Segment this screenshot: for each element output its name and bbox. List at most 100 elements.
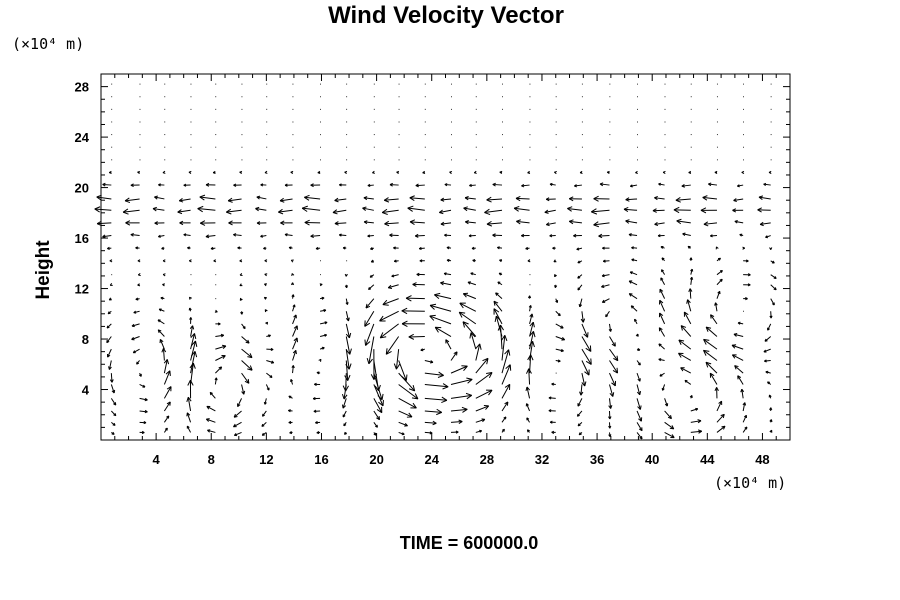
wind-vector xyxy=(292,325,298,337)
wind-vector xyxy=(292,304,296,312)
wind-vector xyxy=(709,372,718,385)
wind-vector xyxy=(292,314,297,325)
wind-vector xyxy=(740,388,745,399)
wind-vector xyxy=(233,183,242,187)
wind-vector xyxy=(716,278,723,286)
wind-vector xyxy=(501,335,508,361)
wind-vector xyxy=(239,273,243,277)
wind-vector xyxy=(631,258,638,262)
wind-vector xyxy=(424,431,433,435)
wind-vector xyxy=(199,194,216,201)
wind-vector xyxy=(364,311,375,327)
wind-vector xyxy=(241,360,253,371)
wind-vector xyxy=(581,360,590,376)
wind-vector xyxy=(742,402,747,412)
wind-vector xyxy=(673,206,691,214)
wind-vector xyxy=(418,246,425,251)
wind-vector xyxy=(315,420,321,425)
wind-vector xyxy=(733,198,744,203)
wind-vector xyxy=(527,170,531,175)
wind-vector xyxy=(284,233,293,237)
wind-vector xyxy=(264,283,267,287)
wind-vector xyxy=(159,338,165,350)
wind-vector xyxy=(606,170,610,174)
wind-vector xyxy=(288,246,293,250)
x-tick-label: 16 xyxy=(314,452,328,467)
wind-vector xyxy=(463,206,476,212)
wind-vector xyxy=(122,208,140,215)
wind-vector xyxy=(162,259,166,263)
wind-vector xyxy=(742,414,747,423)
wind-vector xyxy=(429,314,452,325)
wind-vector xyxy=(316,430,321,435)
wind-vector xyxy=(197,205,216,213)
wind-vector xyxy=(241,372,250,384)
wind-vector xyxy=(743,283,751,287)
wind-vector xyxy=(96,194,112,201)
wind-vector xyxy=(199,220,216,226)
wind-vector xyxy=(256,221,267,225)
wind-vector xyxy=(163,370,171,385)
wind-vector xyxy=(109,283,113,286)
wind-vector xyxy=(526,429,530,433)
wind-vector xyxy=(658,312,666,325)
wind-vector xyxy=(716,290,721,299)
wind-vector xyxy=(686,299,692,312)
wind-vector xyxy=(446,258,452,263)
wind-vector xyxy=(690,407,699,412)
wind-vector xyxy=(767,381,772,385)
wind-vector xyxy=(737,184,744,188)
wind-vector xyxy=(714,302,718,312)
wind-vector xyxy=(548,396,556,400)
wind-vector xyxy=(462,292,477,300)
wind-vector xyxy=(660,277,666,286)
wind-vector xyxy=(110,410,117,417)
wind-vector xyxy=(342,398,347,409)
wind-vector xyxy=(662,170,666,175)
wind-vector xyxy=(731,354,744,361)
wind-vector xyxy=(332,209,347,215)
wind-vector xyxy=(715,246,719,250)
wind-vector xyxy=(515,195,530,202)
wind-vector xyxy=(365,298,375,309)
wind-vector xyxy=(742,246,745,250)
wind-vector xyxy=(444,183,452,187)
wind-vector xyxy=(344,360,351,381)
wind-vector xyxy=(260,183,267,187)
wind-vector xyxy=(578,298,583,308)
wind-vector xyxy=(109,373,114,383)
wind-vector xyxy=(291,273,295,277)
wind-vector xyxy=(319,333,328,337)
wind-vector xyxy=(424,371,444,378)
wind-vector xyxy=(577,260,583,264)
wind-vector xyxy=(373,384,384,407)
wind-vector xyxy=(237,398,243,408)
wind-vector xyxy=(279,197,293,203)
wind-vector xyxy=(228,220,242,226)
wind-vector xyxy=(401,307,425,315)
wind-vector xyxy=(528,305,532,312)
wind-vector xyxy=(703,349,718,361)
wind-vector xyxy=(636,360,641,366)
wind-vector xyxy=(521,183,530,188)
wind-vector xyxy=(636,398,642,410)
wind-vector xyxy=(367,234,374,238)
wind-vector xyxy=(158,234,165,238)
wind-vector xyxy=(636,384,642,396)
wind-vector xyxy=(264,273,268,277)
x-unit-label: (×10⁴ m) xyxy=(714,474,786,492)
wind-vector xyxy=(705,326,718,337)
wind-vector xyxy=(549,182,556,187)
wind-vector xyxy=(439,209,452,215)
wind-vector xyxy=(497,246,503,250)
wind-vector xyxy=(334,197,347,203)
wind-vector xyxy=(664,410,672,420)
wind-vector xyxy=(757,207,771,213)
wind-vector xyxy=(493,300,503,312)
wind-vector xyxy=(214,377,218,385)
wind-vector xyxy=(579,384,584,396)
wind-vector xyxy=(405,295,425,302)
wind-vector xyxy=(567,206,582,212)
wind-vector xyxy=(239,170,243,175)
wind-vector xyxy=(139,384,146,388)
